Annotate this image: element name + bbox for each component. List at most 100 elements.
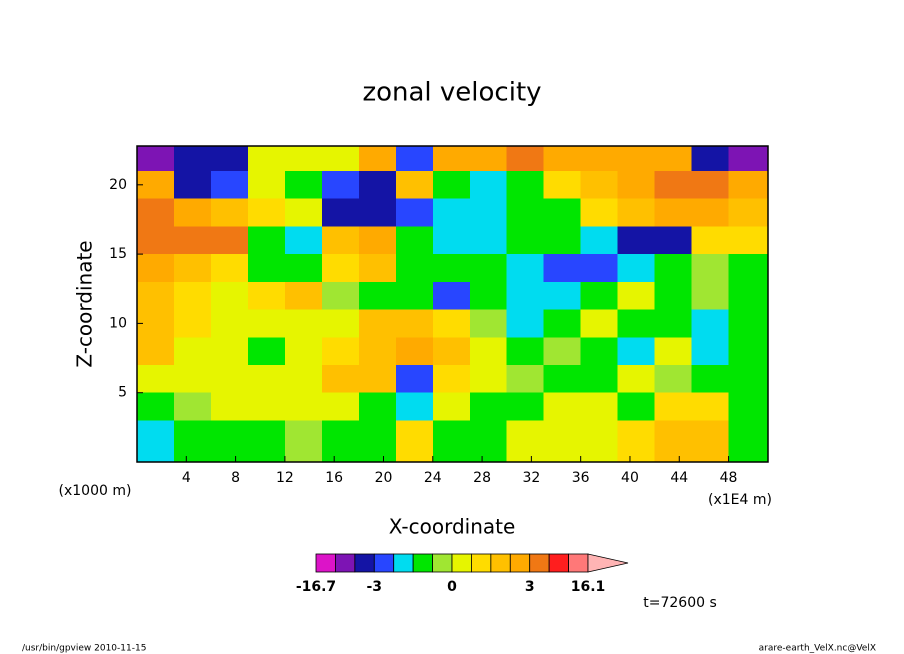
x-tick-label: 20 (375, 470, 393, 486)
colorbar-segment (315, 553, 336, 573)
contour-cell (654, 420, 693, 463)
contour-cell (173, 198, 212, 227)
colorbar-label: 3 (525, 579, 535, 595)
contour-cell (728, 146, 769, 172)
contour-cell (506, 198, 545, 227)
contour-cell (728, 364, 769, 394)
contour-cell (358, 337, 397, 366)
contour-cell (358, 226, 397, 255)
contour-cell (506, 281, 545, 311)
colorbar-segment (373, 553, 395, 573)
x-tick-label: 48 (720, 470, 738, 486)
contour-cell (654, 281, 693, 311)
contour-cell (691, 420, 730, 463)
x-axis-label: X-coordinate (389, 515, 516, 539)
colorbar-segment (412, 553, 433, 573)
contour-cell (728, 198, 769, 227)
contour-cell (580, 364, 619, 394)
contour-cell (432, 309, 471, 338)
contour-cell (173, 226, 212, 255)
contour-cell (728, 337, 769, 366)
contour-cell (137, 170, 175, 200)
contour-cell (247, 198, 286, 227)
contour-cell (617, 198, 656, 227)
contour-cell (321, 309, 360, 338)
contour-cell (469, 146, 508, 172)
contour-cell (137, 198, 175, 227)
contour-cell (321, 420, 360, 463)
contour-cell (506, 226, 545, 255)
contour-cell (395, 281, 434, 311)
contour-cell (432, 420, 471, 463)
contour-cell (654, 392, 693, 421)
contour-cell (247, 392, 286, 421)
colorbar-segment (451, 553, 472, 573)
contour-cell (543, 309, 582, 338)
contour-cell (358, 254, 397, 283)
contour-cell (210, 198, 249, 227)
contour-cell (580, 420, 619, 463)
contour-cell (728, 254, 769, 283)
contour-cell (506, 337, 545, 366)
colorbar-label: -3 (367, 579, 383, 595)
contour-cell (469, 420, 508, 463)
contour-cell (284, 281, 323, 311)
contour-cell (137, 392, 175, 421)
contour-cell (543, 281, 582, 311)
contour-cell (173, 364, 212, 394)
contour-cell (617, 254, 656, 283)
contour-cell (247, 254, 286, 283)
x-tick-label: 28 (473, 470, 491, 486)
contour-cell (469, 337, 508, 366)
contour-cell (137, 309, 175, 338)
contour-cell (580, 226, 619, 255)
contour-cell (173, 146, 212, 172)
contour-cell (728, 392, 769, 421)
colorbar-label: 0 (447, 579, 457, 595)
x-tick-label: 12 (276, 470, 294, 486)
contour-cell (284, 392, 323, 421)
colorbar-segment (471, 553, 492, 573)
contour-cell (617, 170, 656, 200)
contour-cell (432, 170, 471, 200)
contour-cell (247, 170, 286, 200)
contour-cell (173, 309, 212, 338)
contour-cell (691, 254, 730, 283)
x-tick-label: 8 (231, 470, 240, 486)
contour-cell (580, 337, 619, 366)
contour-cell (691, 281, 730, 311)
contour-cell (617, 226, 656, 255)
y-tick-label: 5 (118, 385, 127, 401)
contour-cell (321, 392, 360, 421)
contour-cell (173, 281, 212, 311)
x-unit-label: (x1E4 m) (708, 492, 772, 508)
contour-cell (469, 309, 508, 338)
contour-cell (173, 420, 212, 463)
contour-cell (321, 226, 360, 255)
contour-cell (728, 420, 769, 463)
contour-cell (580, 392, 619, 421)
y-tick-label: 10 (109, 315, 127, 331)
contour-cell (321, 281, 360, 311)
contour-cell (321, 337, 360, 366)
contour-cell (580, 198, 619, 227)
contour-cell (210, 420, 249, 463)
contour-cell (728, 281, 769, 311)
colorbar-segment (354, 553, 375, 573)
contour-cell (654, 146, 693, 172)
time-label: t=72600 s (643, 595, 717, 611)
contour-cell (580, 309, 619, 338)
colorbar-extension (587, 553, 629, 573)
contour-cell (543, 226, 582, 255)
colorbar-segment (432, 553, 453, 573)
contour-cell (358, 309, 397, 338)
contour-cell (654, 309, 693, 338)
contour-cell (395, 364, 434, 394)
contour-cell (432, 146, 471, 172)
contour-cell (137, 254, 175, 283)
contour-cell (321, 364, 360, 394)
contour-cell (469, 170, 508, 200)
contour-cell (691, 337, 730, 366)
